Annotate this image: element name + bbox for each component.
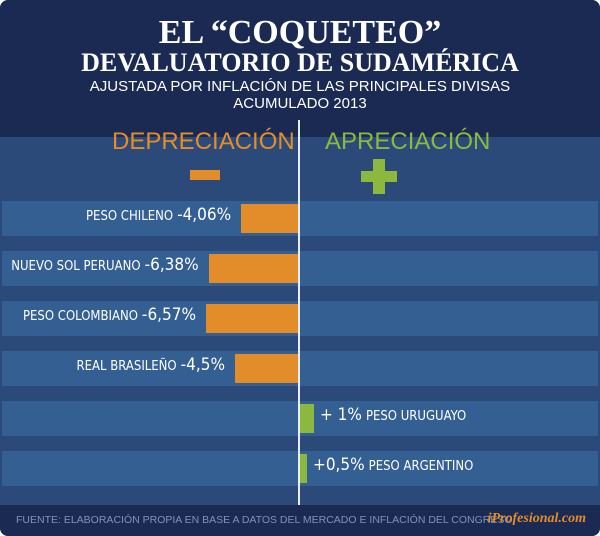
bar xyxy=(300,404,314,433)
bar xyxy=(241,204,298,233)
bar-row: +0,5% PESO ARGENTINO xyxy=(2,451,598,486)
source-note: FUENTE: ELABORACIÓN PROPIA EN BASE A DAT… xyxy=(16,514,513,526)
minus-icon xyxy=(190,170,220,180)
appreciation-heading: APRECIACIÓN xyxy=(325,128,491,155)
bar-label: + 1% PESO URUGUAYO xyxy=(316,405,466,425)
bar-row: NUEVO SOL PERUANO -6,38% xyxy=(2,251,598,286)
bar xyxy=(300,454,307,483)
subtitle-2: AJUSTADA POR INFLACIÓN DE LAS PRINCIPALE… xyxy=(89,78,511,95)
category-label: PESO CHILENO xyxy=(86,209,174,224)
footer: FUENTE: ELABORACIÓN PROPIA EN BASE A DAT… xyxy=(0,505,600,536)
bar xyxy=(235,354,298,383)
bar-label: NUEVO SOL PERUANO -6,38% xyxy=(11,255,202,275)
bar xyxy=(208,254,298,283)
subtitle-3: ACUMULADO 2013 xyxy=(233,95,367,112)
value-label: -4,5% xyxy=(180,355,225,375)
bar xyxy=(206,304,298,333)
bar-label: PESO CHILENO -4,06% xyxy=(86,205,235,225)
value-label: -6,57% xyxy=(141,305,197,325)
depreciation-heading: DEPRECIACIÓN xyxy=(112,128,295,155)
bar-row: REAL BRASILEÑO -4,5% xyxy=(2,351,598,386)
title: EL “COQUETEO” xyxy=(158,14,442,51)
value-label: -6,38% xyxy=(144,255,199,275)
category-label: PESO COLOMBIANO xyxy=(22,309,138,324)
value-label: + 1% xyxy=(320,405,362,425)
bar-row: PESO CHILENO -4,06% xyxy=(2,201,598,236)
category-label: PESO URUGUAYO xyxy=(365,409,467,424)
header: EL “COQUETEO” DEVALUATORIO DE SUDAMÉRICA… xyxy=(0,0,600,137)
value-label: +0,5% xyxy=(313,455,365,475)
brand-logo: iProfesional.com xyxy=(487,511,586,526)
bar-label: +0,5% PESO ARGENTINO xyxy=(309,455,473,475)
category-label: PESO ARGENTINO xyxy=(368,459,474,474)
bar-row: PESO COLOMBIANO -6,57% xyxy=(2,301,598,336)
value-label: -4,06% xyxy=(177,205,232,225)
bar-label: PESO COLOMBIANO -6,57% xyxy=(23,305,200,325)
bar-label: REAL BRASILEÑO -4,5% xyxy=(77,355,229,375)
category-label: NUEVO SOL PERUANO xyxy=(11,259,141,274)
bar-row: + 1% PESO URUGUAYO xyxy=(2,401,598,436)
zero-axis xyxy=(298,120,300,505)
category-label: REAL BRASILEÑO xyxy=(76,359,177,374)
subtitle: DEVALUATORIO DE SUDAMÉRICA xyxy=(81,48,519,77)
